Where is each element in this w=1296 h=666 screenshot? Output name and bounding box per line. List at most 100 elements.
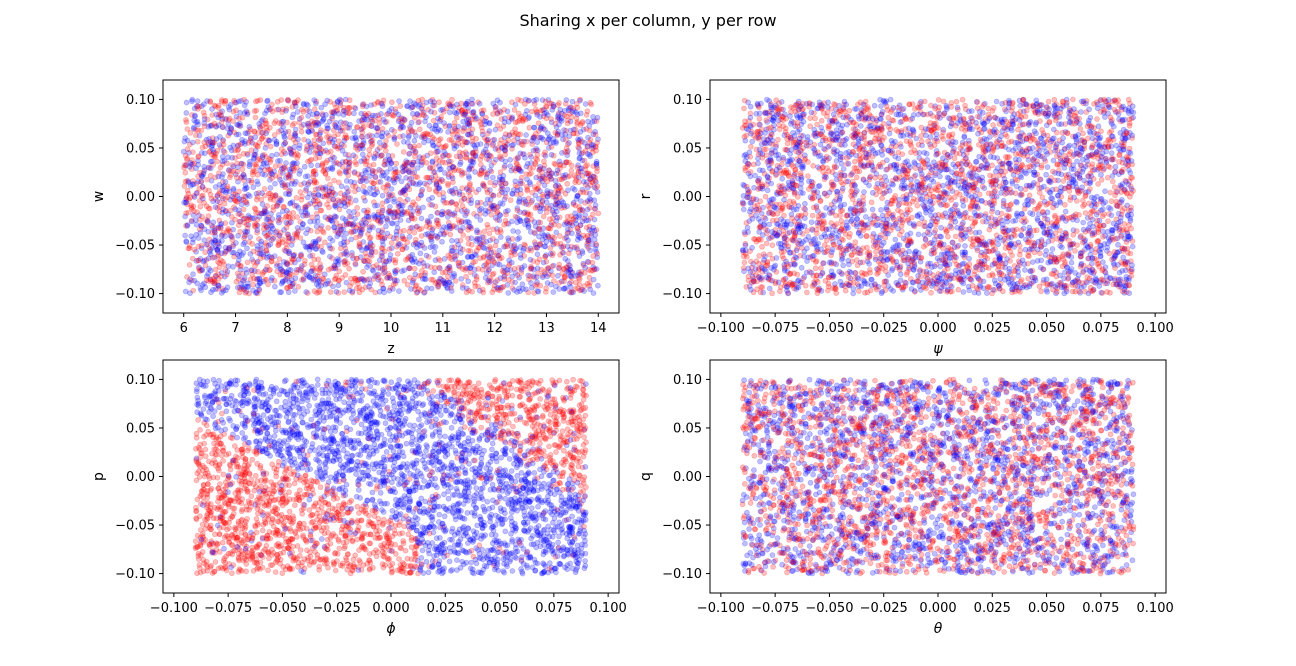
data-point-blue bbox=[413, 258, 420, 265]
data-point-blue bbox=[230, 249, 237, 256]
data-point-red bbox=[314, 197, 321, 204]
data-point-red bbox=[543, 258, 550, 265]
data-point-red bbox=[582, 147, 589, 154]
data-point-red bbox=[278, 146, 285, 153]
data-point-red bbox=[311, 137, 318, 144]
data-point-blue bbox=[502, 268, 508, 274]
data-point-blue bbox=[340, 107, 347, 114]
data-point-red bbox=[238, 212, 245, 219]
data-point-blue bbox=[324, 97, 331, 104]
data-point-blue bbox=[534, 139, 541, 146]
data-point-blue bbox=[496, 176, 503, 183]
data-point-red bbox=[187, 129, 194, 136]
data-point-red bbox=[593, 241, 599, 248]
data-point-red bbox=[514, 161, 520, 168]
data-point-red bbox=[373, 262, 380, 268]
data-point-red bbox=[274, 268, 281, 275]
data-point-red bbox=[543, 103, 549, 110]
data-point-blue bbox=[350, 152, 357, 159]
data-point-blue bbox=[553, 183, 559, 189]
data-point-red bbox=[352, 275, 359, 282]
data-point-blue bbox=[315, 278, 322, 285]
data-point-blue bbox=[401, 116, 408, 123]
data-point-red bbox=[464, 108, 471, 115]
data-point-red bbox=[467, 248, 474, 254]
data-point-red bbox=[254, 142, 260, 149]
data-point-red bbox=[502, 131, 509, 138]
data-point-blue bbox=[215, 283, 222, 289]
data-point-red bbox=[366, 151, 373, 158]
data-point-blue bbox=[439, 208, 446, 215]
data-point-blue bbox=[586, 226, 593, 233]
data-point-red bbox=[479, 266, 486, 273]
data-point-red bbox=[457, 237, 464, 244]
data-point-blue bbox=[562, 285, 569, 291]
data-point-red bbox=[329, 153, 336, 160]
data-point-red bbox=[366, 162, 373, 169]
data-point-blue bbox=[463, 186, 470, 193]
data-point-red bbox=[393, 235, 400, 242]
data-point-blue bbox=[190, 236, 197, 243]
data-point-red bbox=[591, 266, 598, 273]
data-point-red bbox=[562, 274, 568, 281]
data-point-red bbox=[424, 130, 431, 137]
data-point-red bbox=[394, 266, 400, 273]
data-point-blue bbox=[222, 287, 229, 294]
data-point-red bbox=[259, 135, 265, 142]
data-point-blue bbox=[322, 101, 329, 108]
data-point-blue bbox=[392, 165, 399, 172]
data-point-blue bbox=[534, 202, 540, 209]
data-point-blue bbox=[213, 136, 220, 142]
data-point-blue bbox=[534, 111, 541, 118]
data-point-blue bbox=[272, 180, 278, 187]
data-point-red bbox=[211, 154, 218, 160]
data-point-blue bbox=[202, 284, 209, 291]
data-point-blue bbox=[215, 240, 222, 247]
data-point-blue bbox=[240, 171, 247, 178]
data-point-red bbox=[812, 265, 819, 272]
data-point-blue bbox=[281, 226, 287, 233]
data-point-blue bbox=[1093, 211, 1100, 218]
data-point-blue bbox=[561, 127, 567, 133]
data-point-blue bbox=[426, 165, 433, 172]
data-point-blue bbox=[222, 178, 229, 185]
y-tick-label: −0.10 bbox=[115, 287, 155, 302]
data-point-red bbox=[208, 195, 215, 202]
data-point-blue bbox=[448, 248, 455, 255]
data-point-red bbox=[287, 214, 294, 221]
data-point-blue bbox=[501, 273, 508, 280]
data-point-blue bbox=[433, 181, 440, 188]
data-point-blue bbox=[243, 270, 250, 276]
data-point-red bbox=[352, 260, 359, 267]
data-point-blue bbox=[251, 156, 257, 163]
data-point-blue bbox=[372, 174, 379, 181]
data-point-red bbox=[402, 191, 409, 198]
data-point-blue bbox=[473, 115, 480, 122]
data-point-blue bbox=[504, 281, 511, 288]
data-point-red bbox=[585, 259, 592, 266]
data-point-red bbox=[247, 134, 254, 141]
data-point-red bbox=[509, 247, 516, 254]
data-point-red bbox=[343, 167, 350, 174]
data-point-red bbox=[416, 126, 423, 133]
data-point-blue bbox=[199, 183, 206, 190]
data-point-red bbox=[446, 136, 453, 143]
data-point-blue bbox=[396, 203, 403, 210]
data-point-blue bbox=[190, 212, 197, 218]
data-point-blue bbox=[240, 241, 247, 248]
data-point-red bbox=[202, 143, 209, 150]
data-point-blue bbox=[220, 206, 226, 213]
data-point-red bbox=[531, 239, 538, 246]
data-point-red bbox=[194, 103, 201, 109]
data-point-blue bbox=[570, 126, 577, 133]
data-point-red bbox=[302, 212, 309, 219]
data-point-blue bbox=[341, 192, 348, 198]
data-point-red bbox=[566, 159, 572, 166]
data-point-red bbox=[443, 105, 450, 112]
data-point-blue bbox=[209, 106, 215, 112]
data-point-red bbox=[478, 124, 485, 131]
data-point-blue bbox=[509, 273, 516, 280]
data-point-blue bbox=[386, 176, 393, 183]
data-point-blue bbox=[543, 252, 549, 259]
data-point-blue bbox=[370, 267, 377, 274]
